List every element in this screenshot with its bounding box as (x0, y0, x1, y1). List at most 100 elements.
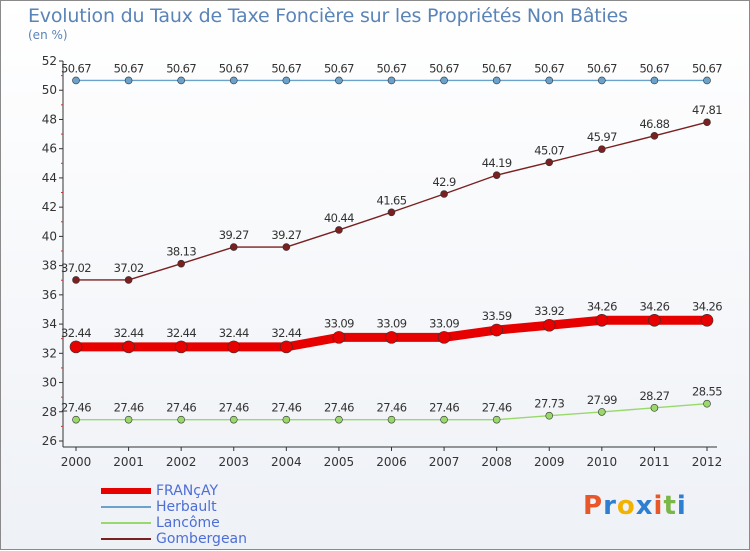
data-label-françay: 33.59 (482, 309, 512, 323)
logo-letter: r (603, 491, 617, 521)
data-point-gombergean (335, 226, 343, 234)
data-label-lancôme: 27.46 (324, 401, 354, 415)
data-point-lancôme (335, 415, 343, 424)
data-label-herbault: 50.67 (324, 61, 354, 75)
data-label-herbault: 50.67 (219, 61, 249, 75)
data-label-lancôme: 27.99 (587, 393, 617, 407)
data-point-lancôme (229, 415, 238, 424)
data-label-françay: 32.44 (166, 326, 196, 340)
data-point-herbault (545, 76, 554, 85)
data-label-gombergean: 39.27 (271, 228, 301, 242)
y-tick-label: 38 (42, 259, 57, 273)
data-point-lancôme (387, 415, 396, 424)
legend-label-gombergean: Gombergean (156, 531, 248, 547)
data-label-françay: 34.26 (587, 299, 617, 313)
x-tick-label: 2005 (324, 455, 355, 469)
data-label-herbault: 50.67 (692, 61, 722, 75)
data-label-herbault: 50.67 (639, 61, 669, 75)
logo-letter: P (583, 491, 604, 521)
legend-label-lancome: Lancôme (156, 515, 220, 531)
data-label-gombergean: 37.02 (61, 261, 91, 275)
y-tick-label: 46 (42, 142, 57, 156)
data-point-gombergean (440, 190, 448, 198)
data-point-herbault (598, 76, 606, 85)
data-point-françay (280, 340, 293, 354)
data-point-françay (69, 340, 83, 354)
data-point-gombergean (229, 243, 238, 251)
data-label-herbault: 50.67 (482, 61, 512, 75)
data-label-lancôme: 27.46 (114, 401, 144, 415)
legend-item-lancome: Lancôme (101, 515, 301, 531)
x-tick-label: 2008 (481, 455, 512, 469)
data-label-lancôme: 27.46 (429, 401, 459, 415)
data-label-françay: 33.09 (324, 316, 354, 330)
data-point-lancôme (703, 399, 711, 408)
data-label-lancôme: 27.46 (61, 401, 91, 415)
data-label-herbault: 50.67 (587, 61, 617, 75)
x-tick-label: 2011 (639, 455, 670, 469)
x-tick-label: 2004 (271, 455, 302, 469)
legend-swatch-francay (101, 488, 151, 494)
data-label-lancôme: 28.27 (639, 389, 669, 403)
data-label-herbault: 50.67 (271, 61, 301, 75)
data-label-gombergean: 37.02 (114, 261, 144, 275)
x-tick-label: 2001 (113, 455, 144, 469)
data-point-lancôme (598, 408, 606, 416)
x-tick-label: 2000 (61, 455, 92, 469)
data-label-gombergean: 45.07 (534, 143, 564, 157)
data-label-herbault: 50.67 (534, 61, 564, 75)
data-label-lancôme: 28.55 (692, 385, 722, 399)
data-label-lancôme: 27.73 (534, 397, 564, 411)
data-point-françay (122, 340, 135, 354)
legend-swatch-herbault (101, 506, 151, 508)
legend-swatch-lancome (101, 522, 151, 524)
data-point-françay (385, 331, 398, 344)
data-label-lancôme: 27.46 (377, 401, 407, 415)
data-label-françay: 32.44 (271, 326, 301, 340)
data-label-lancôme: 27.46 (219, 401, 249, 415)
legend-item-herbault: Herbault (101, 499, 301, 515)
data-point-herbault (335, 76, 343, 85)
logo-letter: i (653, 491, 664, 521)
data-label-lancôme: 27.46 (482, 401, 512, 415)
legend-label-francay: FRANçAY (156, 483, 219, 499)
data-point-herbault (387, 76, 396, 85)
x-tick-label: 2003 (218, 455, 249, 469)
data-point-herbault (282, 76, 291, 85)
legend-item-francay: FRANçAY (101, 483, 301, 499)
data-point-lancôme (72, 415, 80, 424)
data-point-françay (595, 313, 609, 327)
logo-letter: x (635, 491, 654, 521)
data-label-gombergean: 38.13 (166, 245, 196, 259)
data-point-gombergean (545, 158, 554, 167)
data-point-lancôme (440, 415, 448, 424)
data-point-gombergean (72, 276, 80, 284)
data-label-herbault: 50.67 (114, 61, 144, 75)
data-point-françay (332, 331, 346, 344)
x-tick-label: 2002 (166, 455, 197, 469)
data-point-herbault (229, 76, 238, 85)
data-point-françay (437, 331, 451, 344)
data-point-gombergean (650, 132, 659, 140)
data-point-françay (490, 323, 503, 337)
legend-label-herbault: Herbault (156, 499, 217, 515)
data-point-herbault (492, 76, 501, 85)
data-label-françay: 33.09 (377, 316, 407, 330)
logo-letter: o (616, 491, 636, 521)
data-label-herbault: 50.67 (61, 61, 91, 75)
data-label-herbault: 50.67 (377, 61, 407, 75)
y-tick-label: 52 (42, 54, 57, 68)
data-label-gombergean: 40.44 (324, 211, 354, 225)
data-label-françay: 32.44 (61, 326, 91, 340)
data-label-françay: 32.44 (114, 326, 144, 340)
data-point-lancôme (545, 411, 554, 420)
data-point-herbault (177, 76, 185, 85)
data-label-françay: 32.44 (219, 326, 249, 340)
y-tick-label: 42 (42, 200, 57, 214)
data-label-françay: 34.26 (692, 299, 722, 313)
data-point-herbault (440, 76, 448, 85)
data-label-gombergean: 41.65 (377, 193, 407, 207)
data-label-herbault: 50.67 (166, 61, 196, 75)
x-tick-label: 2012 (692, 455, 723, 469)
y-tick-label: 30 (42, 376, 57, 390)
